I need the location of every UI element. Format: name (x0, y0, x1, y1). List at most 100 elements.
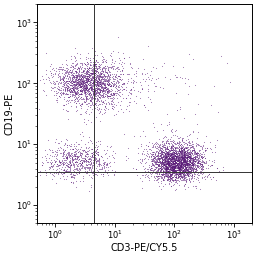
Point (159, 167, 163, 171)
Point (164, 149, 168, 153)
Point (72, 176, 76, 180)
Point (68, 100, 72, 104)
Point (69, 175, 73, 179)
Point (59, 91, 63, 96)
Point (95, 67, 99, 71)
Point (88, 83, 92, 87)
Point (150, 157, 154, 161)
Point (84, 158, 88, 162)
Point (90, 165, 94, 169)
Point (68, 161, 72, 165)
Point (172, 170, 176, 174)
Point (152, 125, 156, 129)
Point (161, 148, 165, 152)
Point (132, 79, 136, 84)
Point (42, 168, 47, 172)
Point (95, 89, 100, 93)
Point (83, 66, 87, 70)
Point (142, 152, 146, 156)
Point (186, 174, 190, 178)
Point (181, 145, 185, 150)
Point (200, 145, 204, 150)
Point (188, 152, 192, 156)
Point (160, 157, 164, 161)
Point (94, 142, 98, 146)
Point (191, 167, 195, 171)
Point (180, 161, 184, 165)
Point (92, 77, 96, 81)
Point (126, 79, 130, 84)
Point (159, 152, 163, 156)
Point (106, 91, 110, 96)
Point (103, 86, 107, 90)
Point (178, 160, 182, 164)
Point (92, 90, 96, 94)
Point (61, 78, 65, 82)
Point (190, 151, 195, 155)
Point (190, 173, 194, 177)
Point (104, 86, 109, 90)
Point (198, 171, 202, 175)
Point (156, 167, 160, 171)
Point (162, 169, 166, 173)
Point (91, 60, 95, 64)
Point (73, 157, 78, 161)
Point (93, 92, 98, 96)
Point (84, 152, 88, 156)
Point (174, 172, 178, 176)
Point (84, 77, 88, 81)
Point (97, 157, 101, 161)
Point (190, 174, 194, 178)
Point (183, 150, 187, 154)
Point (72, 152, 77, 156)
Point (174, 158, 178, 162)
Point (185, 164, 189, 168)
Point (179, 161, 183, 165)
Point (82, 156, 86, 160)
Point (212, 84, 216, 88)
Point (75, 62, 79, 66)
Point (154, 149, 158, 153)
Point (132, 99, 136, 103)
Point (120, 85, 124, 89)
Point (98, 65, 102, 69)
Point (52, 89, 56, 93)
Point (179, 160, 183, 164)
Point (106, 74, 110, 78)
Point (180, 162, 184, 166)
Point (86, 69, 90, 73)
Point (192, 174, 196, 178)
Point (181, 172, 185, 176)
Point (84, 163, 88, 167)
Point (96, 144, 100, 148)
Point (170, 166, 174, 170)
Point (197, 161, 201, 165)
Point (177, 170, 181, 174)
Point (89, 95, 93, 99)
Point (157, 163, 161, 167)
Point (94, 150, 98, 154)
Point (78, 92, 82, 96)
Point (166, 151, 170, 155)
Point (44, 93, 48, 97)
Point (81, 79, 85, 83)
Point (68, 86, 72, 90)
Point (164, 172, 168, 177)
Point (92, 162, 96, 166)
Point (105, 82, 110, 87)
Point (69, 151, 73, 155)
Point (181, 158, 185, 162)
Point (154, 171, 158, 176)
Point (181, 156, 185, 160)
Point (169, 159, 173, 163)
Point (180, 150, 184, 154)
Point (62, 74, 67, 78)
Point (189, 150, 194, 154)
Point (94, 92, 98, 96)
Point (90, 147, 94, 151)
Point (152, 156, 156, 160)
Point (149, 164, 153, 168)
Point (158, 159, 162, 163)
Point (70, 83, 74, 87)
Point (54, 98, 58, 103)
